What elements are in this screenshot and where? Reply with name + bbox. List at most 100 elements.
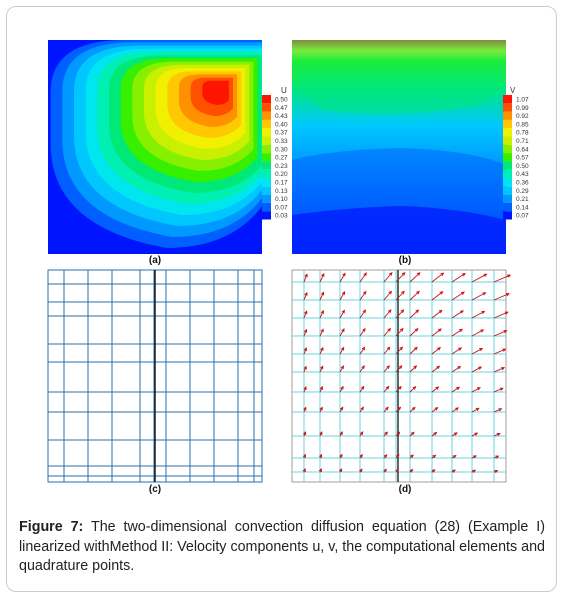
- velocity-arrow: [431, 309, 443, 319]
- legend-value: 1.07: [516, 97, 529, 104]
- legend-value: 0.50: [516, 163, 529, 170]
- panel-d-frame: [291, 269, 507, 483]
- velocity-arrow: [451, 407, 459, 413]
- velocity-arrow-head: [339, 406, 344, 411]
- velocity-arrow-head: [432, 454, 437, 459]
- legend-swatch: [262, 111, 271, 120]
- legend-value: 0.13: [275, 188, 288, 195]
- velocity-arrow-head: [482, 292, 487, 296]
- velocity-arrow-head: [302, 453, 306, 458]
- panel-a: U 0.500.470.430.400.370.330.300.270.230.…: [48, 40, 288, 266]
- legend-value: 0.36: [516, 180, 529, 187]
- velocity-arrow-head: [387, 309, 392, 314]
- velocity-arrow-head: [303, 347, 307, 352]
- velocity-arrow: [431, 407, 438, 413]
- velocity-arrow-head: [303, 365, 307, 370]
- velocity-arrow-head: [319, 385, 323, 390]
- velocity-arrow: [409, 365, 417, 373]
- legend-swatch: [262, 211, 271, 220]
- panel-c-grid: [48, 270, 262, 482]
- legend-value: 0.40: [275, 121, 288, 128]
- velocity-arrow-head: [318, 453, 323, 458]
- velocity-arrow: [471, 348, 483, 355]
- velocity-arrow-head: [414, 346, 418, 351]
- velocity-arrow: [383, 309, 392, 319]
- velocity-arrow: [409, 407, 416, 413]
- velocity-arrow-head: [384, 431, 388, 436]
- legend-value: 0.99: [516, 105, 529, 112]
- velocity-arrow-head: [461, 272, 466, 277]
- velocity-arrow-head: [435, 386, 440, 390]
- velocity-arrow: [383, 346, 391, 355]
- legend-value: 0.85: [516, 121, 529, 128]
- velocity-arrow: [471, 310, 485, 319]
- velocity-arrow-head: [340, 346, 345, 351]
- legend-value: 0.50: [275, 97, 288, 104]
- velocity-arrow: [431, 328, 442, 337]
- velocity-arrow: [493, 408, 502, 413]
- velocity-arrow: [431, 386, 439, 393]
- velocity-arrow-head: [303, 431, 307, 436]
- velocity-arrow-head: [410, 431, 415, 436]
- velocity-arrow-head: [504, 311, 509, 315]
- velocity-arrow-head: [320, 365, 324, 370]
- legend-value: 0.27: [275, 155, 288, 162]
- velocity-arrow: [395, 386, 402, 393]
- velocity-arrow-head: [481, 310, 486, 315]
- velocity-arrow: [339, 365, 344, 373]
- velocity-arrow-head: [498, 408, 503, 412]
- legend-swatch: [262, 178, 271, 187]
- velocity-arrow: [395, 328, 404, 337]
- velocity-arrow-head: [359, 468, 363, 473]
- velocity-arrow-head: [397, 406, 402, 411]
- velocity-arrow: [493, 293, 510, 301]
- velocity-arrow-head: [440, 272, 445, 276]
- velocity-arrow-head: [303, 328, 308, 333]
- velocity-arrow-head: [416, 272, 421, 276]
- velocity-arrow-head: [411, 406, 416, 411]
- velocity-arrow-head: [480, 329, 485, 333]
- velocity-arrow: [451, 386, 460, 393]
- velocity-arrow: [493, 387, 503, 393]
- velocity-arrow-head: [416, 290, 420, 295]
- velocity-arrow: [493, 348, 506, 355]
- velocity-arrow: [431, 272, 444, 283]
- velocity-arrow-head: [318, 468, 322, 473]
- velocity-arrow-head: [396, 431, 401, 436]
- velocity-arrow-head: [472, 469, 477, 473]
- figure-caption: Figure 7: The two-dimensional convection…: [19, 518, 545, 577]
- velocity-arrow-head: [320, 291, 325, 296]
- panel-c-label: (c): [149, 484, 161, 495]
- velocity-arrow-head: [395, 454, 400, 458]
- panel-b-legend: V 1.070.990.920.850.780.710.640.570.500.…: [503, 86, 529, 220]
- velocity-arrow-head: [438, 309, 443, 314]
- velocity-arrow: [471, 329, 484, 337]
- velocity-arrow-head: [385, 385, 390, 390]
- velocity-arrow: [395, 272, 406, 283]
- velocity-arrow: [431, 291, 443, 301]
- legend-swatch: [262, 202, 271, 212]
- velocity-arrow-head: [361, 346, 366, 351]
- velocity-arrow-head: [495, 455, 500, 459]
- velocity-arrow: [359, 365, 365, 373]
- velocity-arrow-head: [501, 367, 506, 371]
- panel-d-label: (d): [399, 484, 412, 495]
- velocity-arrow-head: [359, 431, 364, 436]
- velocity-arrow-head: [433, 431, 438, 436]
- velocity-arrow-head: [499, 387, 504, 391]
- velocity-arrow-head: [436, 365, 441, 370]
- velocity-arrow: [395, 309, 404, 319]
- panel-d-grid: [292, 270, 506, 482]
- velocity-arrow-head: [399, 327, 404, 332]
- velocity-arrow: [339, 273, 346, 283]
- velocity-arrow: [359, 386, 365, 393]
- velocity-arrow-head: [385, 406, 389, 411]
- legend-value: 0.17: [275, 180, 288, 187]
- velocity-arrow: [319, 366, 324, 373]
- velocity-arrow: [493, 274, 511, 283]
- legend-swatch: [262, 128, 271, 137]
- velocity-arrow-head: [494, 469, 499, 474]
- legend-value: 0.33: [275, 138, 288, 145]
- velocity-arrow: [493, 433, 501, 437]
- velocity-arrow-head: [362, 309, 367, 314]
